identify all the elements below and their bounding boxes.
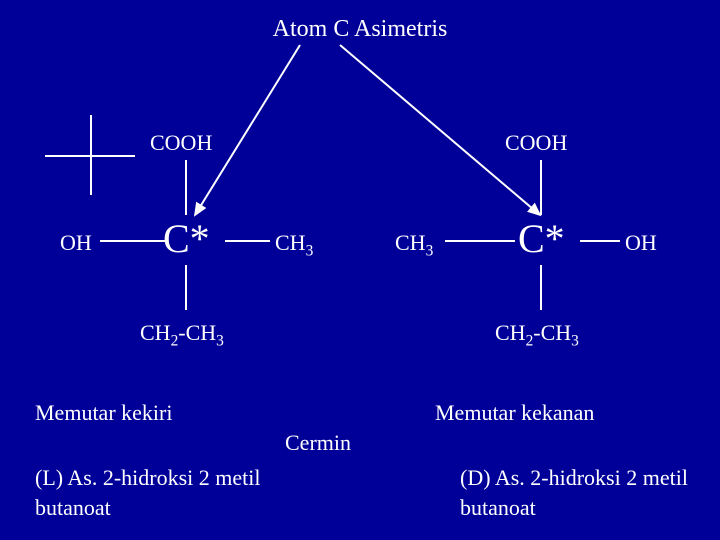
right-oh: OH: [625, 230, 657, 256]
left-bond-ch3: [225, 240, 270, 242]
left-name-line1: (L) As. 2-hidroksi 2 metil: [35, 465, 260, 491]
right-bond-top: [540, 160, 542, 215]
right-asymmetric-carbon: C*: [518, 215, 565, 262]
right-ethyl: CH2-CH3: [495, 320, 579, 350]
left-name-line2: butanoat: [35, 495, 111, 521]
mirror-label: Cermin: [285, 430, 351, 456]
right-name-line1: (D) As. 2-hidroksi 2 metil: [460, 465, 688, 491]
left-oh: OH: [60, 230, 92, 256]
left-bond-top: [185, 160, 187, 215]
right-rotation-label: Memutar kekanan: [435, 400, 594, 426]
right-name-line2: butanoat: [460, 495, 536, 521]
left-rotation-label: Memutar kekiri: [35, 400, 172, 426]
right-bond-ch3: [445, 240, 515, 242]
right-bond-bottom: [540, 265, 542, 310]
right-bond-oh: [580, 240, 620, 242]
cross-vertical: [90, 115, 92, 195]
left-cooh: COOH: [150, 130, 212, 156]
diagram-title: Atom C Asimetris: [273, 16, 448, 43]
left-bond-oh: [100, 240, 165, 242]
left-ethyl: CH2-CH3: [140, 320, 224, 350]
left-asymmetric-carbon: C*: [163, 215, 210, 262]
left-ch3: CH3: [275, 230, 313, 260]
title-arrows: [0, 0, 720, 540]
right-cooh: COOH: [505, 130, 567, 156]
left-bond-bottom: [185, 265, 187, 310]
right-ch3: CH3: [395, 230, 433, 260]
